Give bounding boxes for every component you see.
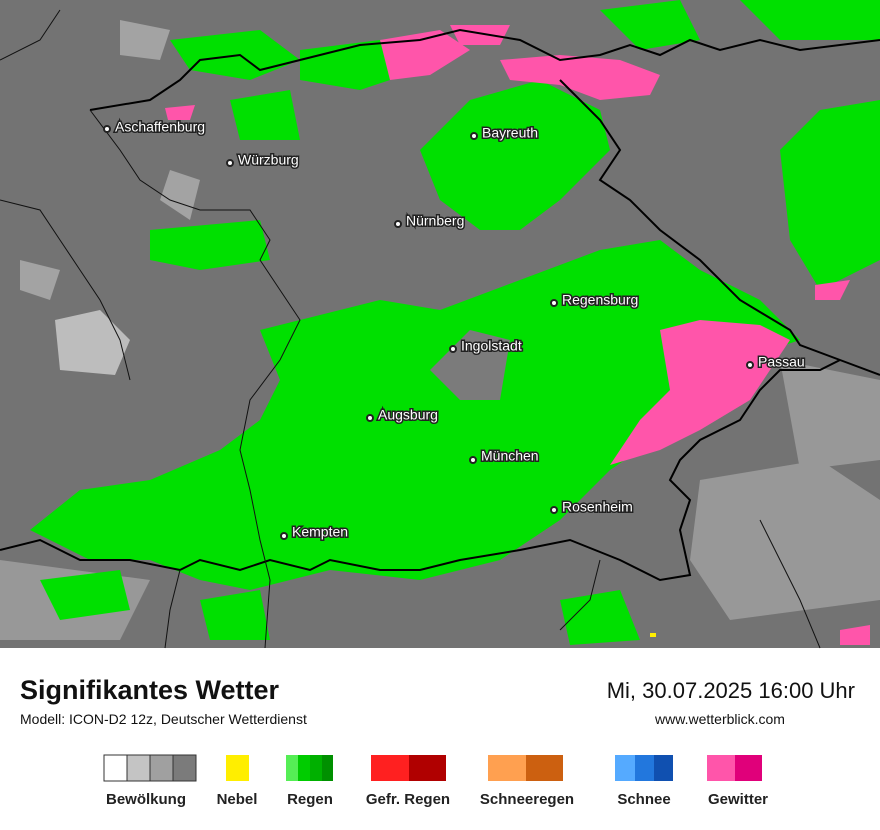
legend-swatch — [286, 755, 298, 781]
datetime: Mi, 30.07.2025 16:00 Uhr — [607, 678, 855, 703]
city-dot — [394, 220, 402, 228]
legend-swatch — [635, 755, 654, 781]
legend-swatch — [226, 755, 249, 781]
cities: Aschaffenburg Würzburg Bayreuth Nürnberg… — [103, 117, 806, 541]
footer: Signifikantes Wetter Modell: ICON-D2 12z… — [20, 675, 855, 727]
city-dot — [366, 414, 374, 422]
city-label: Würzburg — [238, 152, 299, 168]
legend-labels: Bewölkung Nebel Regen Gefr. Regen Schnee… — [106, 791, 768, 808]
city-dot — [280, 532, 288, 540]
city-label: Augsburg — [378, 407, 438, 423]
city-label: Regensburg — [562, 292, 638, 308]
city-dot — [550, 299, 558, 307]
city-label: Aschaffenburg — [115, 119, 205, 135]
legend-swatch — [149, 754, 174, 782]
city-label: Ingolstadt — [461, 338, 522, 354]
subtitle: Modell: ICON-D2 12z, Deutscher Wetterdie… — [20, 711, 307, 727]
legend-swatch — [103, 754, 128, 782]
city-dot — [550, 506, 558, 514]
legend-swatch — [409, 755, 446, 781]
legend-swatch — [488, 755, 526, 781]
city-label: Nürnberg — [406, 213, 464, 229]
legend-label: Schnee — [617, 791, 670, 808]
legend-swatch — [707, 755, 735, 781]
legend-swatch — [526, 755, 563, 781]
legend — [103, 754, 762, 782]
legend-swatch — [298, 755, 310, 781]
city-label: Passau — [758, 354, 805, 370]
legend-swatch — [371, 755, 409, 781]
city-dot — [226, 159, 234, 167]
legend-label: Regen — [287, 791, 333, 808]
city-label: Kempten — [292, 524, 348, 540]
legend-label: Schneeregen — [480, 791, 574, 808]
city-label: Bayreuth — [482, 125, 538, 141]
legend-swatch — [615, 755, 635, 781]
legend-swatch — [172, 754, 197, 782]
city-label: Rosenheim — [562, 499, 633, 515]
city-label: München — [481, 448, 539, 464]
city-dot — [449, 345, 457, 353]
city-dot — [469, 456, 477, 464]
legend-swatch — [322, 755, 333, 781]
legend-swatch — [654, 755, 673, 781]
title: Signifikantes Wetter — [20, 675, 280, 705]
legend-label: Gefr. Regen — [366, 791, 450, 808]
legend-label: Bewölkung — [106, 791, 186, 808]
city-dot — [746, 361, 754, 369]
legend-swatch — [735, 755, 762, 781]
city-dot — [470, 132, 478, 140]
legend-swatch — [126, 754, 151, 782]
city-dot — [103, 125, 111, 133]
legend-label: Nebel — [217, 791, 258, 808]
website: www.wetterblick.com — [654, 711, 785, 727]
legend-label: Gewitter — [708, 791, 768, 808]
map-area — [0, 0, 880, 649]
legend-swatch — [310, 755, 322, 781]
